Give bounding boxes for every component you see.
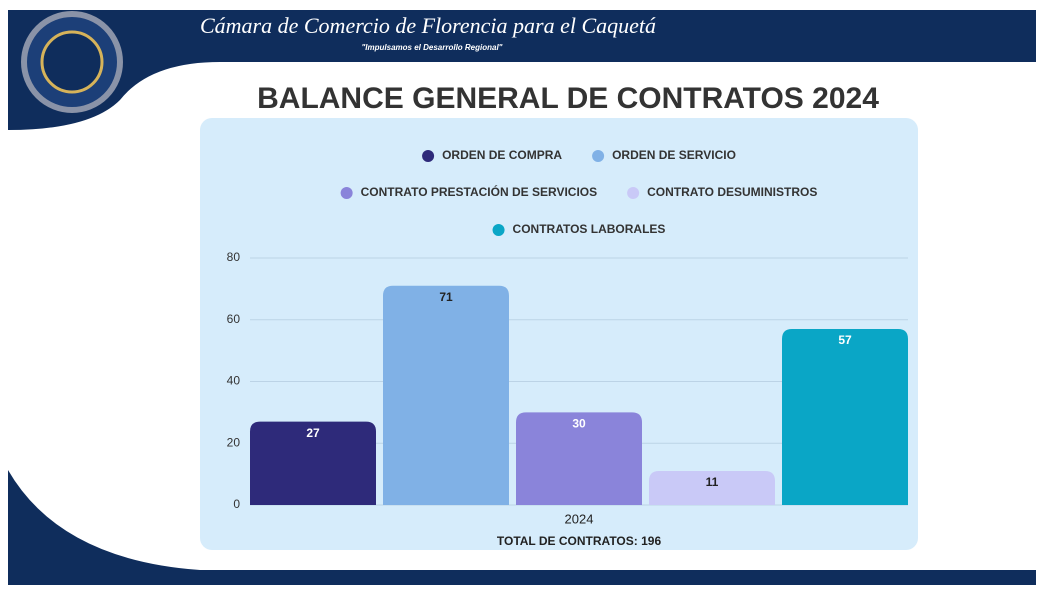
legend-label: CONTRATO PRESTACIÓN DE SERVICIOS — [361, 184, 597, 199]
logo-inner — [40, 30, 104, 94]
legend-marker — [592, 150, 605, 162]
bar — [383, 285, 509, 505]
y-tick-label: 80 — [227, 250, 241, 264]
bar — [782, 329, 908, 505]
data-label: 57 — [838, 333, 852, 347]
legend-marker — [422, 150, 435, 162]
legend-marker — [492, 224, 505, 236]
x-tick-label: 2024 — [565, 511, 594, 526]
chart-title: BALANCE GENERAL DE CONTRATOS 2024 — [257, 82, 879, 115]
bar — [250, 421, 376, 505]
data-label: 71 — [439, 290, 453, 304]
annotation: TOTAL DE CONTRATOS: 196 — [497, 534, 662, 548]
bar — [516, 412, 642, 505]
y-tick-label: 20 — [227, 435, 241, 449]
header-slogan: "Impulsamos el Desarrollo Regional" — [362, 43, 503, 52]
legend-label: ORDEN DE COMPRA — [442, 148, 562, 162]
header-band — [8, 10, 1036, 130]
legend-label: CONTRATOS LABORALES — [513, 222, 666, 236]
chart-panel — [200, 118, 918, 550]
header-title: Cámara de Comercio de Florencia para el … — [200, 13, 656, 38]
bar — [649, 471, 775, 505]
legend-label: CONTRATO DESUMINISTROS — [647, 185, 817, 199]
y-tick-label: 40 — [227, 374, 241, 388]
y-tick-label: 0 — [233, 497, 240, 511]
data-label: 11 — [706, 475, 719, 489]
legend-marker — [340, 187, 353, 199]
footer-band — [8, 470, 1036, 585]
y-tick-label: 60 — [227, 312, 241, 326]
legend-marker — [627, 187, 640, 199]
data-label: 27 — [306, 426, 320, 440]
legend-label: ORDEN DE SERVICIO — [612, 148, 736, 162]
data-label: 30 — [572, 417, 586, 431]
